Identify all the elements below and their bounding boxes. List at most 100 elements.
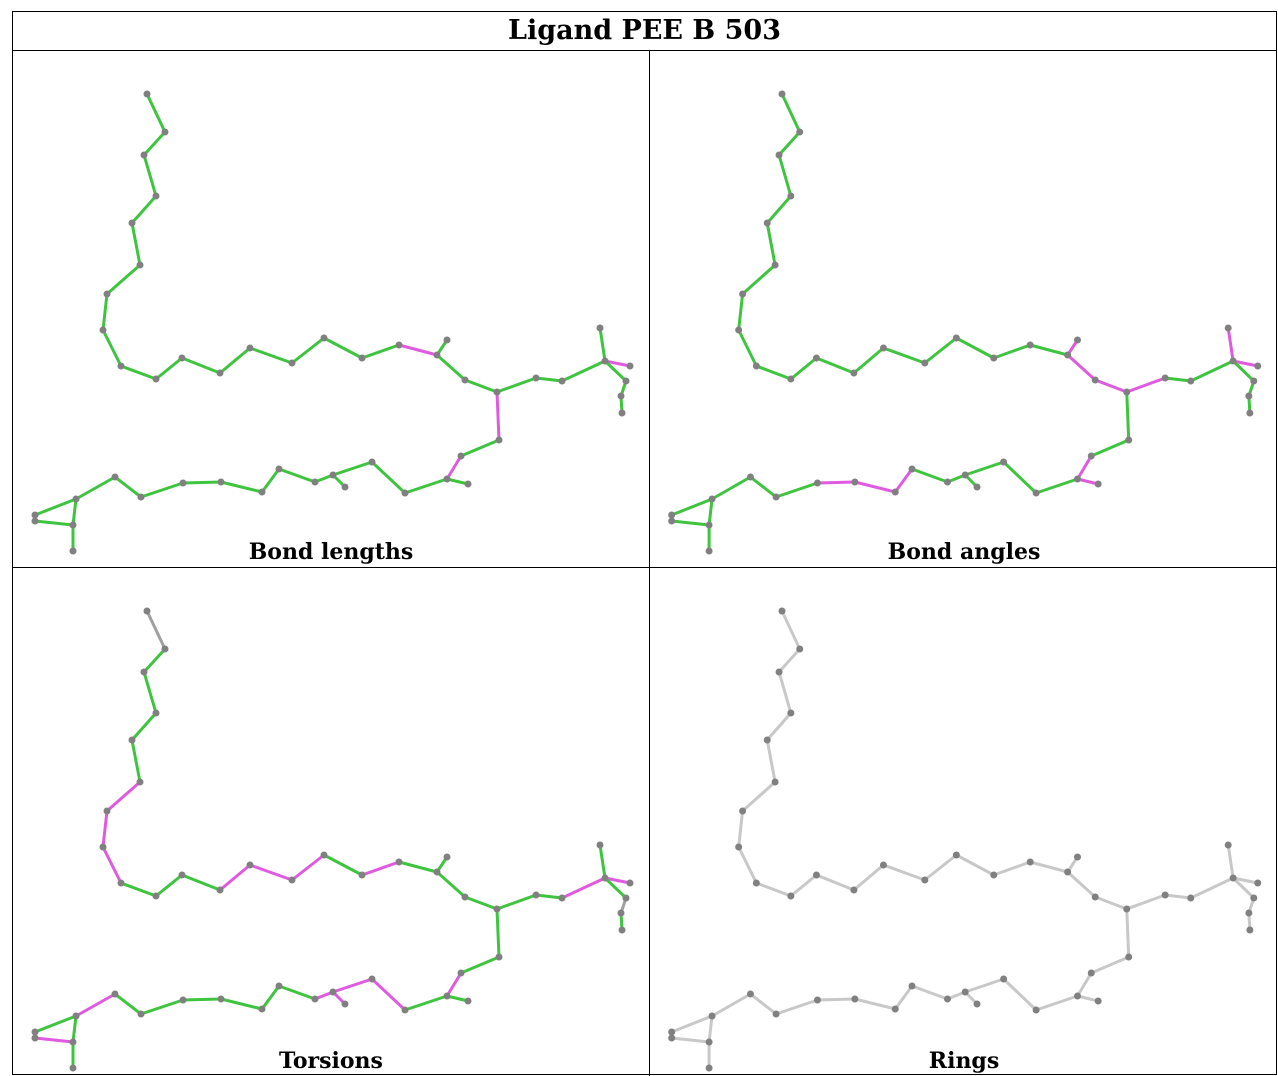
atom [1224, 324, 1232, 332]
bond [780, 92, 802, 134]
atom [1229, 357, 1237, 365]
atom [771, 261, 779, 269]
atom [908, 465, 916, 473]
atom [879, 861, 887, 869]
bond [71, 497, 78, 527]
atom [739, 807, 747, 815]
atom [990, 354, 998, 362]
atom [401, 489, 409, 497]
bond [923, 853, 958, 882]
caption-torsions: Torsions [279, 1048, 383, 1074]
atom [850, 369, 858, 377]
bond [603, 359, 632, 368]
bond [1231, 876, 1260, 885]
bond [777, 647, 802, 674]
bond [33, 1036, 75, 1044]
atom [596, 324, 604, 332]
atom [111, 473, 119, 481]
atom [1125, 953, 1133, 961]
atom [943, 995, 951, 1003]
bond [219, 480, 264, 494]
bond [754, 364, 793, 381]
bond [142, 670, 158, 715]
atom [705, 1064, 713, 1072]
panel-rings: Rings [650, 568, 1278, 1076]
atom [341, 1000, 349, 1008]
bond [737, 809, 745, 849]
atom [329, 988, 337, 996]
atom [31, 511, 39, 519]
atom [771, 778, 779, 786]
atom [1064, 868, 1072, 876]
atom [288, 359, 296, 367]
bond [495, 907, 501, 959]
atom [161, 128, 169, 136]
bond [923, 336, 958, 365]
atom [961, 988, 969, 996]
atom [891, 488, 899, 496]
atom [217, 995, 225, 1003]
bond [403, 994, 449, 1012]
bond [101, 328, 123, 368]
bond [277, 984, 317, 1001]
atom [746, 473, 754, 481]
atom [443, 853, 451, 861]
bond [992, 343, 1032, 360]
bond [154, 873, 184, 898]
bond [495, 893, 538, 911]
bond [101, 845, 123, 885]
bond [445, 994, 470, 1003]
bond [445, 454, 463, 481]
bond [1089, 438, 1131, 458]
atom [787, 192, 795, 200]
atom [813, 479, 821, 487]
atom [69, 1064, 77, 1072]
atom [401, 1006, 409, 1014]
atom [311, 995, 319, 1003]
bond [598, 326, 607, 363]
atom [813, 996, 821, 1004]
atom [143, 90, 151, 98]
bond [218, 863, 252, 892]
atom [137, 1010, 145, 1018]
atom [1000, 458, 1008, 466]
atom [705, 1038, 713, 1046]
bond [360, 860, 401, 877]
atom [778, 607, 786, 615]
atom [1161, 374, 1169, 382]
atom [961, 471, 969, 479]
atom [311, 478, 319, 486]
atom [772, 1010, 780, 1018]
bond [852, 863, 885, 892]
bond [1093, 895, 1129, 911]
atom [796, 128, 804, 136]
atom [812, 354, 820, 362]
bond [534, 376, 564, 383]
atom [787, 709, 795, 717]
atom [395, 858, 403, 866]
bond [1066, 870, 1097, 899]
atom [72, 1012, 80, 1020]
atom [117, 879, 125, 887]
atom [1246, 409, 1254, 417]
bond [748, 992, 778, 1016]
bond [670, 519, 711, 527]
bond [277, 467, 317, 484]
bond [1226, 326, 1235, 363]
bond [1226, 843, 1235, 880]
atom [495, 953, 503, 961]
bond [219, 997, 264, 1011]
bond [130, 711, 158, 742]
bond [1028, 343, 1070, 357]
bond [954, 336, 996, 360]
bond [248, 863, 294, 882]
vertical-divider [649, 51, 650, 1076]
atom [787, 892, 795, 900]
atom [69, 1038, 77, 1046]
atom [358, 354, 366, 362]
bond [1034, 994, 1079, 1012]
bond [119, 881, 158, 898]
bond [397, 860, 439, 874]
bond [534, 893, 564, 900]
atom [973, 483, 981, 491]
